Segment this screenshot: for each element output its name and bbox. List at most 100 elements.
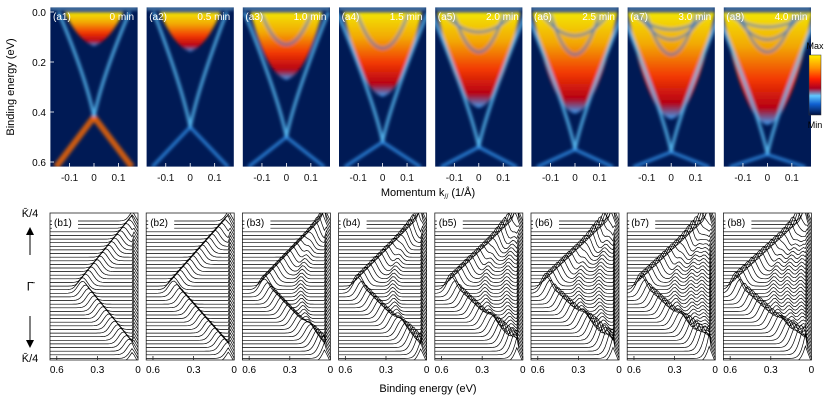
- edc-curve: [434, 231, 523, 251]
- edc-curve: [242, 307, 331, 323]
- x-tick-label: 0: [284, 173, 290, 184]
- edc-curve: [627, 308, 716, 327]
- edc-curve: [723, 321, 812, 345]
- x-tick-label: 0: [712, 365, 718, 376]
- edc-curve: [50, 335, 138, 348]
- panel-label: (a4): [342, 12, 360, 23]
- edc-curves: [50, 213, 138, 360]
- x-tick-label: 0: [91, 173, 97, 184]
- x-tick-label: 0.3: [764, 365, 778, 376]
- edc-curve: [338, 281, 427, 298]
- edc-curve: [50, 291, 138, 305]
- panel-time: 3.0 min: [678, 12, 711, 23]
- k-bar-bottom-label: K̄/4: [22, 352, 39, 365]
- valence-band-right: [574, 148, 614, 167]
- edc-curve: [146, 277, 235, 291]
- edc-curve: [723, 307, 812, 327]
- x-tick-label: 0.3: [90, 365, 104, 376]
- edc-curve: [146, 219, 235, 233]
- x-tick-label: 0.3: [571, 365, 585, 376]
- x-tick-label: -0.1: [157, 173, 175, 184]
- edc-curve: [242, 231, 331, 247]
- edc-curve: [627, 320, 716, 345]
- edc-curve: [50, 331, 138, 345]
- edc-curve: [723, 324, 812, 352]
- edc-curve: [434, 314, 523, 334]
- panel-label: (b1): [54, 218, 72, 229]
- x-tick-label: 0.1: [689, 173, 703, 184]
- x-tick-label: 0: [765, 173, 771, 184]
- edc-curve: [50, 347, 138, 359]
- band-structure: [146, 7, 235, 167]
- edc-curve: [50, 223, 138, 236]
- edc-curve: [434, 251, 523, 269]
- x-tick-label: 0.1: [785, 173, 799, 184]
- edc-curve: [338, 306, 427, 323]
- edc-curve: [627, 314, 716, 338]
- edc-curve: [50, 306, 138, 319]
- edc-curve: [50, 338, 138, 352]
- x-tick-label: 0.1: [208, 173, 222, 184]
- dispersion-left: [338, 11, 385, 143]
- edc-curve: [627, 301, 716, 319]
- band-structure: [723, 7, 812, 167]
- edc-curve: [338, 248, 427, 265]
- edc-curve: [434, 226, 523, 247]
- edc-curve: [434, 254, 523, 272]
- x-tick-label: 0: [135, 365, 141, 376]
- edc-curve: [434, 321, 523, 345]
- edc-curve: [338, 214, 427, 236]
- edc-curve: [723, 304, 812, 323]
- x-tick-label: 0: [231, 365, 237, 376]
- edc-panel: (b2) 0.6 0.3 0: [145, 212, 237, 376]
- edc-curve: [723, 268, 812, 287]
- panel-time: 4.0 min: [775, 12, 808, 23]
- edc-curve: [146, 222, 235, 236]
- dispersion-right: [381, 11, 427, 143]
- edc-curve: [338, 295, 427, 312]
- bottom-x-axis-label: Binding energy (eV): [379, 383, 476, 395]
- edc-curve: [338, 284, 427, 301]
- edc-curve: [531, 310, 619, 330]
- edc-curve: [50, 317, 138, 330]
- edc-curve: [50, 241, 138, 254]
- band-structure: [338, 7, 427, 167]
- edc-curve: [146, 251, 235, 265]
- edc-curve: [531, 265, 619, 283]
- edc-curve: [434, 236, 523, 254]
- edc-curve: [531, 329, 619, 356]
- fermi-level: [242, 7, 331, 10]
- edc-curve: [434, 216, 523, 240]
- edc-panel: (b7) 0.6 0.3 0: [626, 212, 718, 376]
- edc-curve: [338, 323, 427, 345]
- x-axis-label-sub: //: [444, 194, 448, 201]
- edc-curve: [434, 305, 523, 323]
- edc-curve: [531, 250, 619, 269]
- colorbar-gradient: [808, 54, 822, 116]
- edc-curve: [627, 286, 716, 305]
- edc-curve: [723, 324, 812, 356]
- edc-curve: [627, 243, 716, 262]
- edc-curve: [531, 301, 619, 319]
- valence-band-left: [53, 115, 97, 167]
- edc-curve: [434, 283, 523, 301]
- panel-label: (b5): [439, 218, 457, 229]
- label-background: [244, 216, 271, 229]
- dispersion-right: [477, 16, 523, 148]
- edc-curve: [242, 328, 331, 348]
- edc-curve: [146, 309, 235, 323]
- edc-curve: [338, 326, 427, 348]
- panel-frame: [723, 212, 812, 361]
- label-background: [725, 216, 752, 229]
- edc-curve: [434, 280, 523, 298]
- top-axes: 0.0 0.2 0.4 0.6 Binding energy (eV) Momentum …: [5, 8, 475, 201]
- edc-curve: [146, 266, 235, 280]
- edc-curve: [434, 265, 523, 283]
- edc-curve: [723, 311, 812, 330]
- edc-curve: [338, 218, 427, 240]
- edc-curve: [434, 287, 523, 305]
- edc-curve: [723, 333, 812, 359]
- label-background: [340, 216, 367, 229]
- edc-curve: [434, 298, 523, 316]
- edc-curve: [338, 316, 427, 334]
